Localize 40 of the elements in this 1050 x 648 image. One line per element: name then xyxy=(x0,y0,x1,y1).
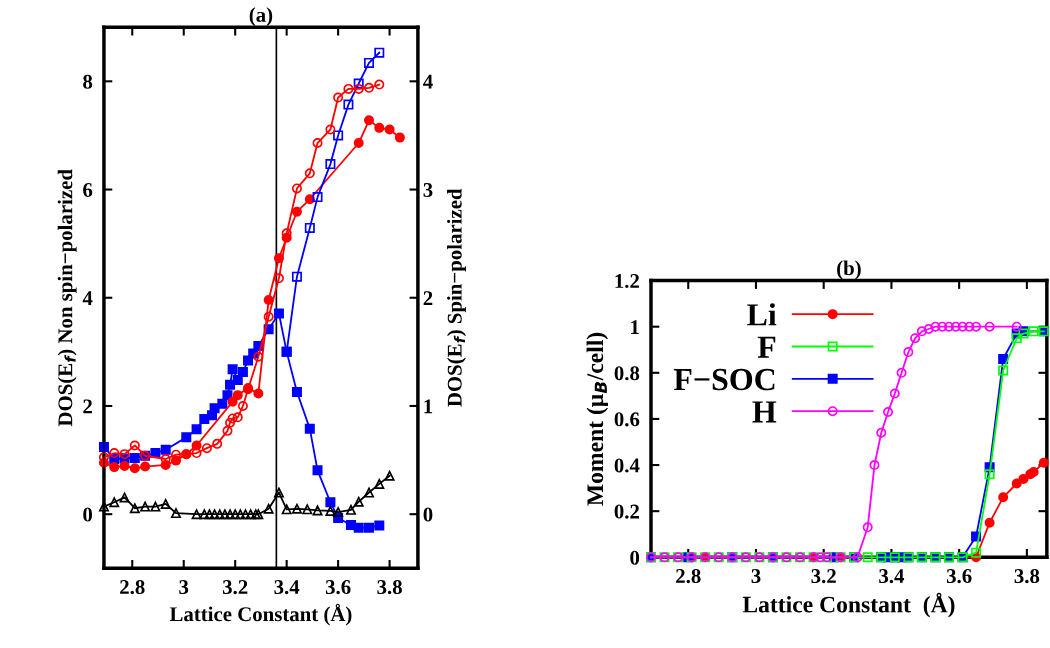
y-tick-label: 0.4 xyxy=(614,458,640,473)
y2-tick-label: 0 xyxy=(423,507,433,522)
y2-tick-label: 1 xyxy=(424,399,433,414)
y-tick-label: 0.6 xyxy=(614,412,640,427)
y-tick-label: 4 xyxy=(82,291,93,305)
x-tick-label: 2.8 xyxy=(120,580,145,595)
y-tick-label: 0 xyxy=(83,507,93,522)
x-tick-label: 3.2 xyxy=(811,569,836,584)
legend-label: F−SOC xyxy=(673,368,775,391)
legend-label: H xyxy=(752,401,777,423)
x-tick-label: 3.6 xyxy=(946,569,972,584)
x-axis-title: Lattice Constant (Å) xyxy=(742,592,955,618)
x-tick-label: 3.4 xyxy=(879,569,905,584)
y2-tick-label: 2 xyxy=(423,291,433,305)
x-tick-label: 3.2 xyxy=(222,580,248,595)
chart-title: (a) xyxy=(249,7,273,27)
x-tick-label: 3.6 xyxy=(325,580,351,595)
x-tick-label: 2.8 xyxy=(676,568,701,584)
x-tick-label: 3.8 xyxy=(377,580,402,595)
y-tick-label: 0 xyxy=(630,550,640,565)
y2-axis-title: DOS(E$_{f}$) Spin−polarized xyxy=(447,188,466,407)
y-tick-label: 0.2 xyxy=(614,504,639,519)
y-axis-title: DOS(E$_{f}$) Non spin−polarized xyxy=(57,169,77,427)
y2-tick-label: 3 xyxy=(423,182,433,197)
y-tick-label: 1.2 xyxy=(615,274,639,289)
y-tick-label: 1 xyxy=(631,320,639,334)
y-tick-label: 2 xyxy=(83,399,92,414)
x-axis-title: Lattice Constant (Å) xyxy=(169,603,352,626)
x-tick-label: 3.8 xyxy=(1014,568,1040,584)
x-tick-label: 3 xyxy=(179,580,189,595)
y-tick-label: 0.8 xyxy=(614,366,640,381)
y2-tick-label: 4 xyxy=(423,74,433,89)
legend-label: F xyxy=(757,336,776,358)
x-tick-label: 3.4 xyxy=(274,580,300,595)
y-tick-label: 8 xyxy=(83,74,93,89)
legend-label: Li xyxy=(747,303,777,326)
y-axis-title: Moment (μ$_{B}$/cell) xyxy=(586,332,608,506)
y-tick-label: 6 xyxy=(83,182,93,197)
x-tick-label: 3 xyxy=(751,569,761,584)
chart-title: (b) xyxy=(837,260,861,280)
